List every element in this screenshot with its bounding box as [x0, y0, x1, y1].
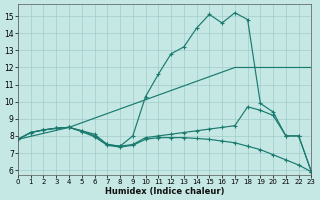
X-axis label: Humidex (Indice chaleur): Humidex (Indice chaleur) — [105, 187, 224, 196]
